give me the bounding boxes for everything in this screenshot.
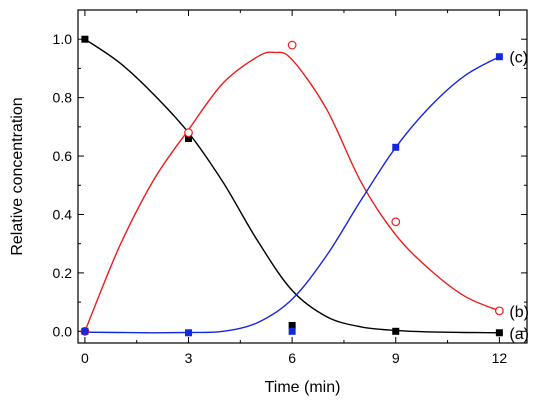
x-tick-label: 0 xyxy=(81,350,89,366)
y-tick-label: 0.0 xyxy=(53,323,73,339)
series-b-point xyxy=(494,306,504,316)
series-c-point xyxy=(185,329,193,337)
series-a-point xyxy=(81,35,89,43)
series-a-point xyxy=(185,135,193,143)
series-a-curve xyxy=(84,38,500,334)
series-c-point xyxy=(288,327,296,335)
x-axis-title: Time (min) xyxy=(265,379,341,396)
series-c-point xyxy=(495,53,503,61)
y-tick-label: 0.2 xyxy=(53,265,73,281)
ticks: 0 3 6 9 12 0.0 0.2 0.4 0.6 0.8 1.0 xyxy=(53,10,527,366)
series-c-point xyxy=(392,143,400,151)
series-b-point xyxy=(184,128,193,138)
x-tick-label: 12 xyxy=(492,350,508,366)
series-c-curve xyxy=(84,56,500,334)
series-b-point xyxy=(391,217,401,227)
series-a-label: (a) xyxy=(509,326,529,343)
x-tick-label: 9 xyxy=(392,350,400,366)
curves xyxy=(84,38,500,334)
series-b-label: (b) xyxy=(509,304,529,321)
series-a-point xyxy=(495,329,503,337)
series-labels: (a) (b) (c) xyxy=(509,50,529,343)
y-tick-label: 0.8 xyxy=(53,90,73,106)
series-a-point xyxy=(288,321,296,329)
series-b-point xyxy=(287,40,297,50)
plot-area xyxy=(77,9,528,344)
series-c-label: (c) xyxy=(509,50,528,67)
series-a-point xyxy=(392,327,400,335)
y-tick-label: 1.0 xyxy=(53,31,73,47)
x-tick-label: 3 xyxy=(185,350,193,366)
y-tick-label: 0.4 xyxy=(53,206,73,222)
plot-frame xyxy=(77,9,528,344)
series-b-curve xyxy=(84,51,500,332)
x-tick-label: 6 xyxy=(288,350,296,366)
markers xyxy=(80,35,504,337)
y-axis-title: Relative concentration xyxy=(9,97,26,255)
series-c-point xyxy=(81,327,89,335)
y-tick-label: 0.6 xyxy=(53,148,73,164)
